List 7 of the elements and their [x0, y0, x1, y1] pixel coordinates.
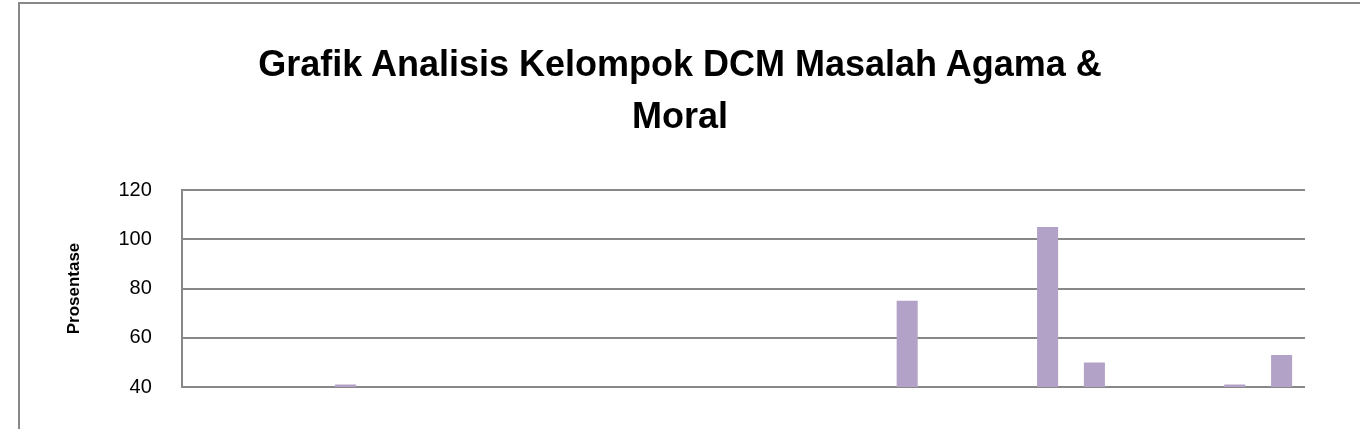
y-tick-label: 100	[118, 226, 152, 249]
y-tick-label: 40	[129, 374, 152, 397]
y-tick-label: 60	[129, 325, 152, 348]
y-tick-label: 120	[118, 177, 152, 200]
y-tick-label: 80	[129, 276, 152, 299]
y-axis-title: Prosentase	[63, 242, 83, 335]
chart-title: Grafik Analisis Kelompok DCM Masalah Agama & Moral	[257, 42, 1103, 138]
